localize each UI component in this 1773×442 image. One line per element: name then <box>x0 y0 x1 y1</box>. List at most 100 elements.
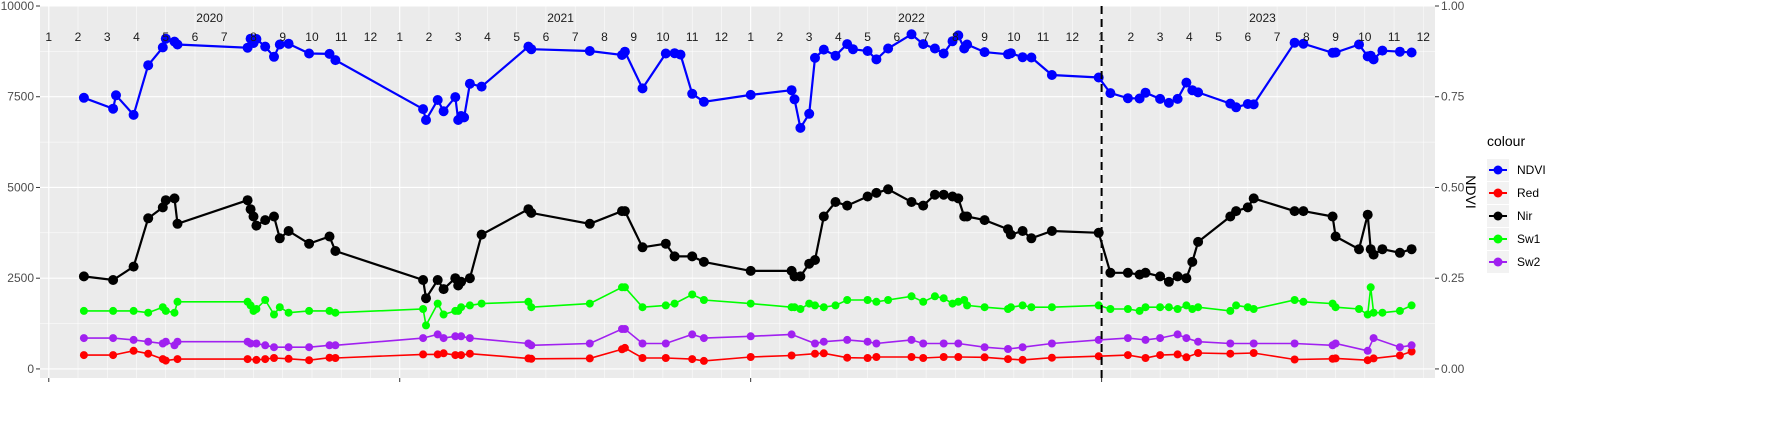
data-point-nir <box>906 197 917 207</box>
month-label: 1 <box>1098 30 1105 44</box>
data-point-red <box>1369 354 1378 363</box>
data-point-nir <box>78 271 89 282</box>
legend-label: Sw2 <box>1517 255 1541 269</box>
data-point-nir <box>526 207 537 218</box>
data-point-sw1 <box>1135 306 1144 315</box>
month-label: 2 <box>1128 30 1135 44</box>
y-tick-label: 10000 <box>1 0 35 13</box>
month-label: 6 <box>1244 30 1251 44</box>
data-point-sw2 <box>1156 334 1165 343</box>
series-nir <box>78 184 1417 304</box>
data-point-sw2 <box>109 334 118 343</box>
data-point-nir <box>818 211 829 222</box>
data-point-nir <box>242 195 253 206</box>
data-point-red <box>746 353 755 361</box>
data-point-nir <box>938 189 949 200</box>
data-point-nir <box>962 211 973 222</box>
data-point-ndvi <box>1330 47 1341 58</box>
data-point-red <box>620 343 629 352</box>
data-point-sw2 <box>919 339 928 348</box>
data-point-red <box>1018 355 1027 364</box>
data-point-ndvi <box>795 122 806 133</box>
data-point-ndvi <box>1289 37 1300 48</box>
data-point-sw1 <box>1047 303 1056 312</box>
data-point-ndvi <box>1193 87 1204 98</box>
data-point-nir <box>1362 209 1373 220</box>
month-label: 7 <box>1274 30 1281 44</box>
data-point-sw1 <box>585 299 594 308</box>
data-point-ndvi <box>906 29 917 40</box>
data-point-ndvi <box>789 94 800 105</box>
data-point-sw1 <box>1299 297 1308 306</box>
data-point-nir <box>584 218 595 229</box>
data-point-sw2 <box>246 339 255 348</box>
month-label: 10 <box>656 30 670 44</box>
month-label: 2 <box>75 30 82 44</box>
month-label: 5 <box>1215 30 1222 44</box>
data-point-red <box>109 351 118 360</box>
data-point-ndvi <box>128 109 139 120</box>
data-point-red <box>1407 347 1416 356</box>
month-label: 3 <box>1157 30 1164 44</box>
data-point-nir <box>330 246 341 256</box>
series-sw2 <box>79 325 1416 355</box>
data-point-nir <box>172 218 183 229</box>
data-point-sw2 <box>527 341 536 350</box>
data-point-ndvi <box>871 54 882 65</box>
data-point-nir <box>1193 236 1204 247</box>
data-point-nir <box>1394 247 1405 258</box>
y-tick-label: 5000 <box>7 180 34 194</box>
data-point-nir <box>871 187 882 198</box>
data-point-red <box>79 351 88 360</box>
data-point-ndvi <box>421 115 431 125</box>
data-point-red <box>787 351 796 360</box>
month-label: 10 <box>1007 30 1021 44</box>
data-point-ndvi <box>1231 102 1242 113</box>
data-point-ndvi <box>848 44 858 55</box>
data-point-sw1 <box>872 297 881 306</box>
data-point-nir <box>1354 244 1364 255</box>
data-point-red <box>939 353 948 361</box>
data-point-sw1 <box>1366 283 1375 292</box>
data-point-red <box>173 355 182 364</box>
data-point-sw2 <box>585 339 594 348</box>
data-point-red <box>419 350 428 359</box>
month-label: 6 <box>543 30 550 44</box>
data-point-red <box>284 354 293 363</box>
data-point-red <box>433 350 442 359</box>
data-point-sw1 <box>819 303 828 312</box>
month-label: 1 <box>747 30 754 44</box>
month-label: 4 <box>133 30 140 44</box>
month-label: 12 <box>1066 30 1080 44</box>
month-label: 9 <box>630 30 637 44</box>
data-point-red <box>144 349 153 358</box>
data-point-red <box>1249 349 1258 357</box>
data-point-ndvi <box>1122 93 1133 104</box>
data-point-nir <box>669 251 680 262</box>
month-label: 11 <box>335 30 348 44</box>
data-point-ndvi <box>459 112 470 123</box>
month-label: 5 <box>162 30 169 44</box>
data-point-sw1 <box>1141 303 1150 312</box>
data-point-red <box>863 354 872 362</box>
data-point-sw1 <box>939 294 948 303</box>
data-point-sw1 <box>422 321 430 330</box>
data-point-sw2 <box>439 334 448 343</box>
data-point-sw2 <box>1395 343 1404 352</box>
month-label: 11 <box>686 30 699 44</box>
data-point-ndvi <box>418 104 429 115</box>
data-point-nir <box>1289 206 1300 217</box>
data-point-ndvi <box>269 51 279 62</box>
data-point-red <box>1331 354 1340 363</box>
y-axis-right: 0.00 0.25 0.50 0.75 1.00 <box>1435 0 1465 376</box>
data-point-ndvi <box>830 50 841 61</box>
data-point-sw2 <box>465 334 474 343</box>
data-point-sw2 <box>1173 330 1182 339</box>
month-label: 12 <box>715 30 729 44</box>
data-point-nir <box>1026 233 1037 244</box>
data-point-ndvi <box>818 44 829 55</box>
data-point-red <box>1226 349 1235 358</box>
data-point-sw1 <box>433 299 442 308</box>
series-ndvi <box>78 29 1417 133</box>
data-point-sw2 <box>1331 339 1340 348</box>
